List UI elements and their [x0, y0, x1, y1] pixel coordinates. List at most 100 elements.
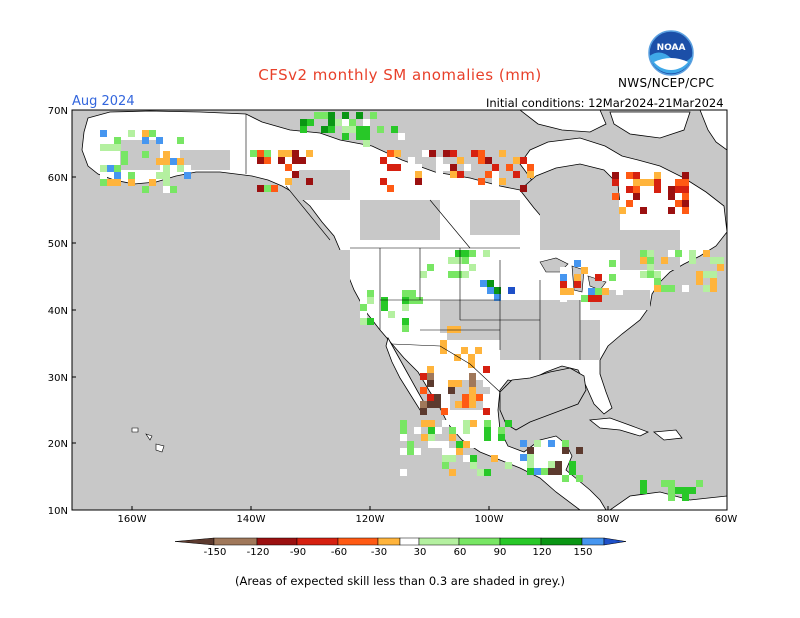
- anomaly-cell: [682, 487, 689, 494]
- anomaly-cell: [250, 157, 257, 164]
- anomaly-cell: [468, 354, 475, 361]
- anomaly-cell: [285, 150, 292, 157]
- anomaly-cells: [100, 112, 724, 501]
- anomaly-cell: [414, 448, 421, 455]
- anomaly-cell: [562, 440, 569, 447]
- anomaly-cell: [469, 373, 476, 380]
- low-skill-patch: [290, 170, 350, 200]
- anomaly-cell: [428, 434, 435, 441]
- anomaly-cell: [619, 186, 626, 193]
- colorbar-bin-8: [458, 537, 501, 546]
- chart-title: CFSv2 monthly SM anomalies (mm): [258, 66, 542, 84]
- anomaly-cell: [555, 461, 562, 468]
- anomaly-cell: [100, 165, 107, 172]
- anomaly-cell: [149, 179, 156, 186]
- anomaly-cell: [455, 250, 462, 257]
- anomaly-cell: [548, 468, 555, 475]
- anomaly-cell: [356, 126, 363, 133]
- anomaly-cell: [415, 178, 422, 185]
- anomaly-cell: [612, 179, 619, 186]
- anomaly-cell: [442, 448, 449, 455]
- anomaly-cell: [177, 158, 184, 165]
- anomaly-cell: [420, 271, 427, 278]
- anomaly-cell: [292, 150, 299, 157]
- anomaly-cell: [689, 257, 696, 264]
- anomaly-cell: [505, 420, 512, 427]
- anomaly-cell: [450, 185, 457, 192]
- low-skill-patch: [470, 200, 520, 235]
- anomaly-cell: [449, 434, 456, 441]
- anomaly-cell: [142, 172, 149, 179]
- anomaly-cell: [703, 271, 710, 278]
- anomaly-cell: [455, 401, 462, 408]
- anomaly-cell: [400, 434, 407, 441]
- lat-label-40n: 40N: [48, 306, 68, 317]
- anomaly-cell: [370, 112, 377, 119]
- anomaly-cell: [654, 172, 661, 179]
- anomaly-cell: [696, 480, 703, 487]
- anomaly-cell: [560, 281, 567, 288]
- colorbar-bin-6: [399, 537, 420, 546]
- anomaly-cell: [177, 137, 184, 144]
- cb-label-2: -90: [290, 547, 306, 558]
- anomaly-cell: [114, 165, 121, 172]
- anomaly-cell: [400, 427, 407, 434]
- anomaly-cell: [306, 178, 313, 185]
- anomaly-cell: [633, 207, 640, 214]
- anomaly-cell: [567, 288, 574, 295]
- hawaii-islands: [131, 427, 165, 453]
- anomaly-cell: [402, 304, 409, 311]
- anomaly-cell: [661, 257, 668, 264]
- anomaly-cell: [456, 441, 463, 448]
- anomaly-cell: [455, 380, 462, 387]
- anomaly-cell: [356, 112, 363, 119]
- anomaly-cell: [427, 366, 434, 373]
- anomaly-cell: [541, 468, 548, 475]
- anomaly-cell: [581, 267, 588, 274]
- anomaly-cell: [675, 179, 682, 186]
- anomaly-cell: [616, 288, 623, 295]
- anomaly-cell: [499, 150, 506, 157]
- anomaly-cell: [454, 354, 461, 361]
- colorbar-bin-3: [296, 537, 339, 546]
- anomaly-cell: [163, 151, 170, 158]
- anomaly-cell: [476, 394, 483, 401]
- anomaly-cell: [142, 151, 149, 158]
- anomaly-cell: [471, 150, 478, 157]
- anomaly-cell: [408, 157, 415, 164]
- anomaly-cell: [380, 164, 387, 171]
- anomaly-cell: [633, 179, 640, 186]
- anomaly-cell: [402, 318, 409, 325]
- anomaly-cell: [442, 420, 449, 427]
- anomaly-cell: [163, 172, 170, 179]
- anomaly-cell: [360, 311, 367, 318]
- anomaly-cell: [675, 186, 682, 193]
- anomaly-cell: [485, 171, 492, 178]
- anomaly-cell: [462, 271, 469, 278]
- anomaly-cell: [436, 171, 443, 178]
- cb-label-3: -60: [331, 547, 347, 558]
- anomaly-cell: [527, 164, 534, 171]
- anomaly-cell: [469, 264, 476, 271]
- anomaly-cell: [434, 380, 441, 387]
- low-skill-patch: [180, 150, 230, 170]
- anomaly-cell: [463, 427, 470, 434]
- lon-label-120w: 120W: [356, 514, 385, 525]
- anomaly-cell: [443, 164, 450, 171]
- anomaly-cell: [710, 278, 717, 285]
- lon-label-60w: 60W: [715, 514, 738, 525]
- anomaly-cell: [668, 285, 675, 292]
- anomaly-cell: [443, 178, 450, 185]
- anomaly-cell: [555, 468, 562, 475]
- anomaly-cell: [342, 112, 349, 119]
- anomaly-cell: [414, 427, 421, 434]
- anomaly-cell: [448, 278, 455, 285]
- anomaly-cell: [335, 119, 342, 126]
- anomaly-cell: [380, 157, 387, 164]
- anomaly-cell: [441, 401, 448, 408]
- anomaly-cell: [427, 394, 434, 401]
- colorbar-bin-4: [337, 537, 379, 546]
- anomaly-cell: [114, 144, 121, 151]
- anomaly-cell: [427, 264, 434, 271]
- anomaly-cell: [560, 288, 567, 295]
